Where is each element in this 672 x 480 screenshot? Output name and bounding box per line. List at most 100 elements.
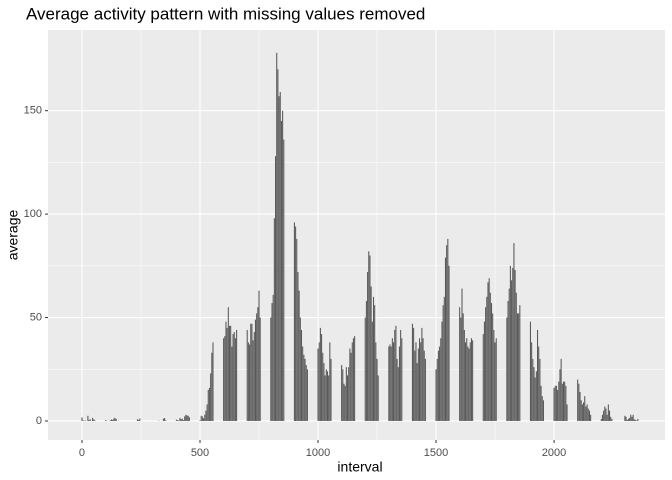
bar: [162, 418, 164, 421]
bar: [326, 371, 328, 421]
bar: [393, 342, 395, 421]
bar: [463, 329, 465, 421]
bar: [415, 342, 417, 421]
bar: [364, 317, 366, 421]
bar: [539, 358, 541, 421]
bar: [227, 307, 229, 421]
bar: [296, 238, 298, 421]
bar: [493, 329, 495, 421]
bar: [534, 377, 536, 421]
bar: [585, 406, 587, 421]
bar: [624, 415, 626, 421]
bar: [557, 389, 559, 421]
bar: [583, 402, 585, 421]
bar: [529, 321, 531, 421]
bar: [352, 338, 354, 421]
bar: [637, 418, 639, 421]
x-axis-title: interval: [337, 459, 382, 475]
bar: [611, 418, 613, 421]
bar: [519, 305, 521, 421]
bar: [81, 417, 83, 421]
bar: [508, 288, 510, 421]
bar: [606, 414, 608, 421]
bar: [89, 419, 91, 421]
bar: [302, 346, 304, 421]
bar: [468, 348, 470, 421]
bar: [323, 363, 325, 421]
bar: [365, 300, 367, 421]
bar: [342, 369, 344, 421]
bar: [223, 338, 225, 421]
x-tick-label: 500: [191, 447, 209, 459]
bar: [300, 329, 303, 421]
bar: [179, 417, 181, 421]
bar: [276, 52, 278, 421]
bar: [391, 338, 393, 421]
bar: [105, 420, 107, 421]
bar: [632, 414, 634, 421]
bar: [115, 419, 117, 421]
bar: [306, 369, 308, 421]
bar: [377, 375, 379, 421]
bar: [515, 292, 517, 421]
bar: [204, 414, 206, 421]
bar: [303, 354, 305, 421]
bar: [226, 327, 228, 421]
bar: [325, 369, 327, 421]
bar: [417, 348, 419, 421]
bar: [375, 342, 377, 421]
bar: [275, 156, 277, 421]
bar: [271, 303, 273, 421]
bar: [246, 329, 248, 421]
bar: [560, 358, 562, 421]
y-tick-label: 150: [24, 105, 42, 117]
bar: [273, 218, 275, 421]
bar: [187, 415, 189, 421]
bar: [321, 334, 323, 421]
bar: [600, 418, 602, 421]
bar: [297, 272, 299, 421]
bar: [182, 420, 185, 421]
bar: [553, 387, 555, 421]
bar: [401, 338, 403, 421]
bar: [441, 321, 443, 421]
bar: [257, 307, 259, 421]
bar: [578, 383, 580, 421]
bar: [630, 414, 632, 421]
bar: [350, 352, 352, 421]
bar: [555, 385, 557, 421]
bar: [494, 342, 496, 421]
bar: [396, 358, 398, 421]
bar: [566, 404, 568, 421]
bar: [256, 313, 258, 421]
bar: [330, 358, 332, 421]
bar: [540, 385, 542, 421]
bar: [253, 332, 255, 421]
bar: [278, 96, 280, 421]
bar: [580, 400, 582, 421]
bar: [507, 300, 509, 421]
bar: [228, 325, 231, 421]
bar: [372, 296, 375, 421]
bar: [93, 419, 95, 421]
bar: [212, 342, 214, 421]
bar: [604, 406, 606, 421]
bar: [558, 381, 560, 421]
bar: [601, 414, 603, 421]
bar: [531, 342, 533, 421]
bar: [250, 323, 252, 421]
bar: [184, 416, 186, 421]
bar: [483, 321, 485, 421]
bar: [354, 336, 356, 421]
bar: [541, 396, 543, 421]
bar: [625, 416, 627, 421]
bar: [490, 303, 493, 421]
bar: [231, 346, 233, 421]
bar: [283, 139, 285, 421]
bar: [251, 323, 253, 421]
bar: [565, 385, 567, 421]
bar: [341, 365, 343, 421]
bar: [489, 292, 491, 421]
bar: [230, 325, 232, 421]
bar: [293, 222, 295, 421]
